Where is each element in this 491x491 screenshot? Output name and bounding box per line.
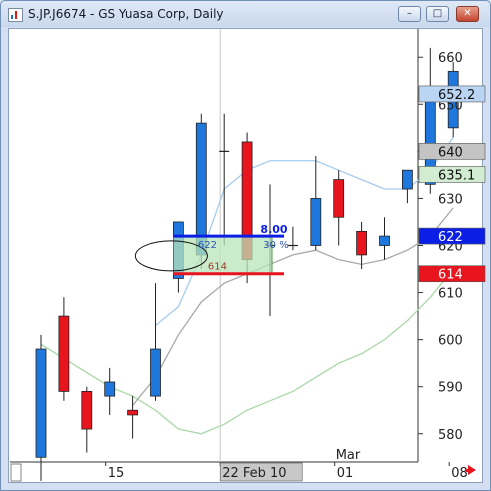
measure-zone	[172, 235, 273, 275]
candle-body-2	[81, 391, 93, 430]
time-label-18: 08	[451, 466, 468, 481]
ma-green-line	[40, 268, 454, 435]
candle-body-14	[356, 230, 368, 256]
price-tag-label-ma-gray: 640	[438, 145, 463, 160]
candle-body-12	[310, 198, 322, 246]
price-tag-ma-green	[418, 166, 486, 183]
scroll-handle	[10, 463, 22, 482]
price-tag-ma-gray	[418, 143, 486, 160]
price-tag-label-line-red: 614	[438, 268, 463, 283]
price-label-610: 610	[438, 287, 463, 302]
candle-body-15	[379, 235, 390, 246]
measure-lower-label: 614	[208, 262, 227, 273]
time-label-8: 22 Feb 10	[222, 466, 286, 481]
chart-app-icon	[8, 8, 23, 22]
candle-body-13	[333, 179, 345, 218]
close-button[interactable]: ✕	[456, 6, 479, 22]
time-label-3: 15	[108, 466, 125, 481]
candle-body-5	[150, 348, 161, 397]
price-tag-label-last: 652.2	[438, 88, 475, 103]
maximize-button[interactable]: □	[426, 6, 449, 22]
price-label-590: 590	[438, 381, 463, 396]
highlighted-date-box	[219, 462, 303, 482]
price-tag-line-red	[418, 265, 486, 283]
month-label: Mar	[336, 448, 361, 463]
price-axis: 580590600610620630640650660	[418, 51, 463, 443]
candle-body-4	[127, 409, 138, 416]
time-label-13: 01	[337, 466, 354, 481]
minimize-button[interactable]: –	[398, 6, 421, 22]
selection-ellipse	[134, 240, 208, 272]
price-label-580: 580	[438, 428, 463, 443]
price-tag-label-line-blue: 622	[438, 230, 463, 245]
candle-body-3	[104, 381, 116, 397]
candle-body-1	[58, 315, 70, 392]
measure-price-label: 622	[198, 240, 217, 251]
window-title: S.JP.J6674 - GS Yuasa Corp, Daily	[28, 7, 224, 21]
scroll-right-arrow-icon	[468, 465, 476, 475]
time-axis: 15 22 Feb 10 01 08 Mar	[10, 448, 476, 482]
price-tags: 652.2 640 635.1 622 614	[418, 85, 486, 283]
price-tag-last	[418, 85, 486, 103]
candle-body-16	[401, 169, 413, 190]
ma-gray-line	[132, 207, 454, 406]
title-bar[interactable]: S.JP.J6674 - GS Yuasa Corp, Daily – □ ✕	[1, 1, 490, 28]
measure-difference-label: 8.00	[260, 223, 287, 236]
price-label-660: 660	[438, 51, 463, 66]
measure-percent-label: 30 %	[263, 240, 288, 251]
range-measure-tool[interactable]: 8.00 622 30 % 614	[134, 223, 289, 276]
price-tag-line-blue	[418, 227, 486, 245]
scroll-right-arrow-stem	[466, 469, 471, 472]
candle-body-0	[35, 348, 47, 458]
price-label-600: 600	[438, 334, 463, 349]
price-tag-label-ma-green: 635.1	[438, 168, 475, 183]
price-label-630: 630	[438, 192, 463, 207]
